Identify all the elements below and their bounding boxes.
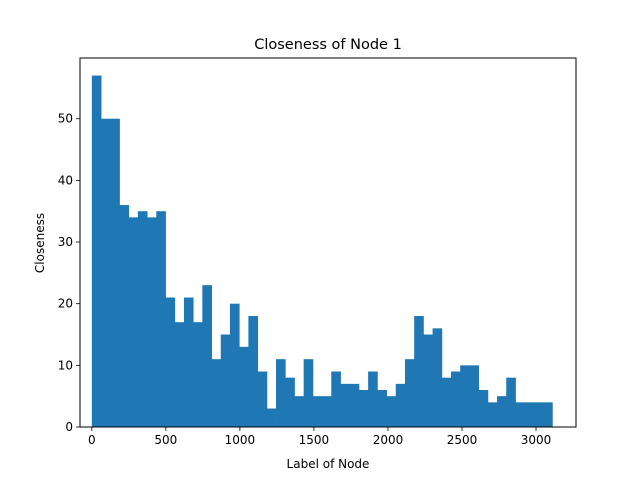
histogram-bar xyxy=(285,377,295,427)
histogram-bar xyxy=(156,211,166,427)
histogram-bar xyxy=(423,334,433,427)
y-tick-label: 10 xyxy=(58,358,73,372)
y-tick-label: 20 xyxy=(58,297,73,311)
histogram-bar xyxy=(497,396,507,427)
y-tick-label: 50 xyxy=(58,112,73,126)
histogram-bar xyxy=(193,322,203,427)
histogram-bar xyxy=(119,205,130,427)
histogram-bar xyxy=(451,371,461,427)
y-tick-label: 40 xyxy=(58,173,73,187)
histogram-bar xyxy=(294,396,305,427)
x-tick-label: 500 xyxy=(154,433,177,447)
histogram-bar xyxy=(524,402,535,427)
histogram-bar xyxy=(478,390,489,427)
histogram-bar xyxy=(229,303,240,427)
histogram-bar xyxy=(349,383,360,427)
x-tick-label: 2500 xyxy=(447,433,478,447)
histogram-bar xyxy=(395,383,406,427)
histogram-bar xyxy=(368,371,378,427)
histogram-bar xyxy=(239,346,249,427)
x-tick-label: 0 xyxy=(88,433,96,447)
histogram-bar xyxy=(165,297,176,427)
plot-frame xyxy=(79,57,577,428)
chart-title: Closeness of Node 1 xyxy=(254,37,402,53)
histogram-bar xyxy=(506,377,516,427)
histogram-bar xyxy=(543,402,553,427)
y-tick-label: 30 xyxy=(58,235,73,249)
histogram-bar xyxy=(303,359,314,427)
histogram-bar xyxy=(331,371,341,427)
histogram-bar xyxy=(312,396,323,427)
histogram-bar xyxy=(515,402,526,427)
x-tick-label: 3000 xyxy=(521,433,552,447)
histogram-bar xyxy=(174,322,185,427)
histogram-bar xyxy=(202,285,212,427)
histogram-bar xyxy=(441,377,452,427)
histogram-bar xyxy=(322,396,332,427)
x-axis-ticks: 0 500 1000 1500 2000 2500 3000 xyxy=(88,427,551,447)
histogram-bar xyxy=(432,328,443,427)
histogram-bar xyxy=(110,118,120,428)
x-tick-label: 1000 xyxy=(225,433,256,447)
histogram-bar xyxy=(137,211,148,427)
bars-group xyxy=(91,75,553,428)
x-tick-label: 1500 xyxy=(299,433,330,447)
histogram-bar xyxy=(358,390,369,427)
histogram-bar xyxy=(340,383,351,427)
histogram-bar xyxy=(469,365,480,427)
histogram-bar xyxy=(414,316,424,427)
histogram-bar xyxy=(487,402,498,427)
histogram-bar xyxy=(183,297,194,427)
x-tick-label: 2000 xyxy=(373,433,404,447)
x-axis-label: Label of Node xyxy=(287,457,370,471)
histogram-bar xyxy=(460,365,470,427)
histogram-bar xyxy=(533,402,544,427)
y-axis-label: Closeness xyxy=(33,213,47,273)
histogram-bar xyxy=(128,217,139,427)
histogram-bar xyxy=(257,371,268,427)
histogram-bar xyxy=(91,75,102,428)
histogram-bar xyxy=(404,359,415,427)
histogram-bar xyxy=(276,359,286,427)
y-tick-label: 0 xyxy=(65,420,73,434)
histogram-bar xyxy=(211,359,222,427)
y-axis-ticks: 0 10 20 30 40 50 xyxy=(58,112,80,434)
histogram-bar xyxy=(101,118,111,428)
histogram-bar xyxy=(386,396,397,427)
histogram-bar xyxy=(377,390,387,427)
histogram-bar xyxy=(147,217,157,427)
histogram-bar xyxy=(266,408,277,427)
histogram-bar xyxy=(220,334,231,427)
histogram-bar xyxy=(248,316,259,427)
